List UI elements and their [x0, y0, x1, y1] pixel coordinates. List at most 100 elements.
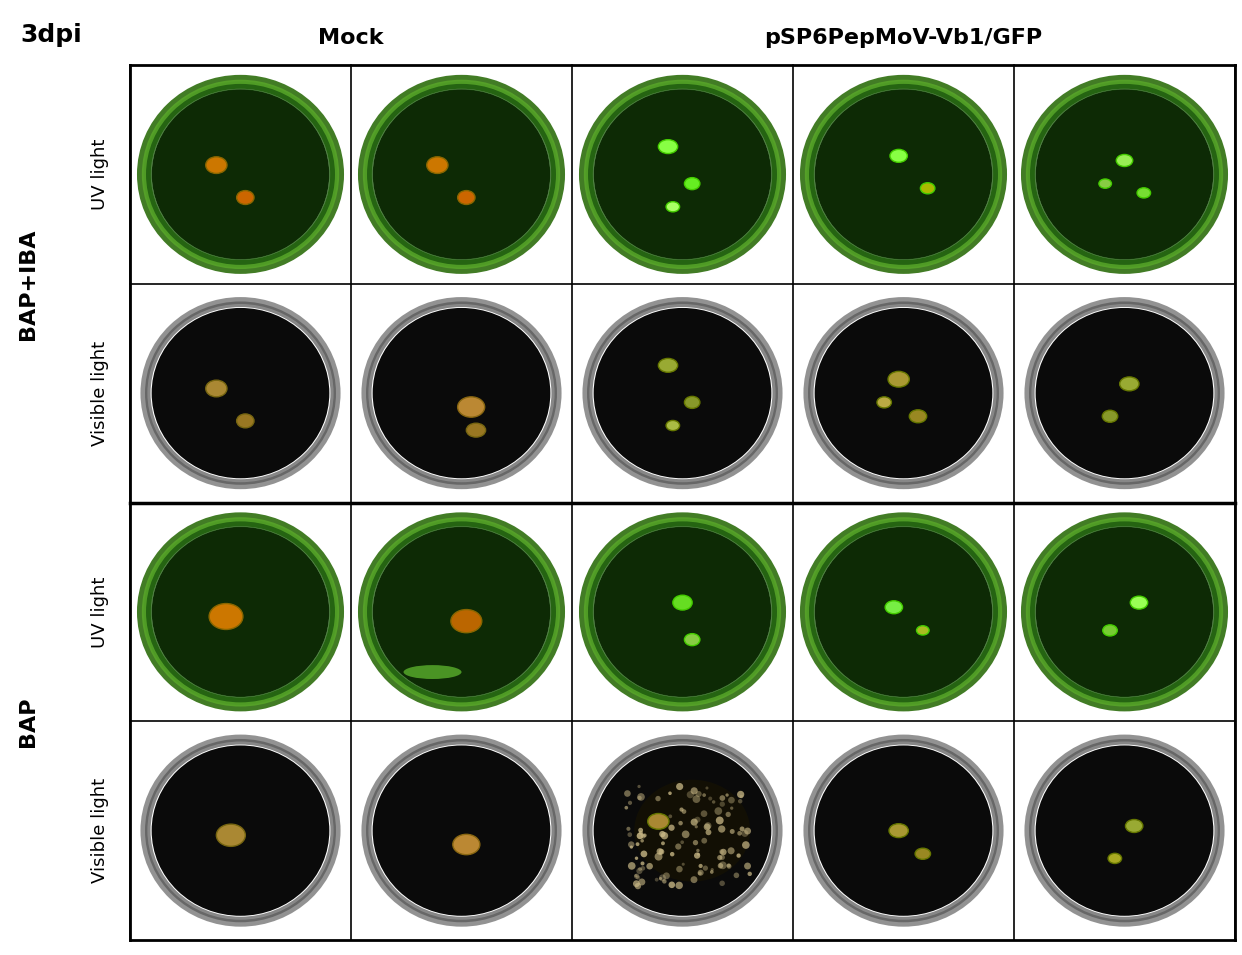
Ellipse shape	[815, 89, 992, 260]
Circle shape	[661, 841, 664, 845]
Circle shape	[700, 811, 708, 817]
Circle shape	[727, 864, 732, 869]
Circle shape	[697, 853, 700, 856]
Ellipse shape	[152, 308, 329, 478]
Ellipse shape	[466, 423, 486, 437]
Circle shape	[708, 796, 712, 800]
Circle shape	[698, 871, 702, 876]
Circle shape	[636, 868, 642, 874]
Circle shape	[730, 807, 733, 810]
Ellipse shape	[1036, 746, 1213, 916]
Text: BAP: BAP	[17, 696, 39, 747]
Circle shape	[718, 825, 725, 833]
Circle shape	[740, 826, 744, 832]
Text: BAP+IBA: BAP+IBA	[17, 228, 39, 339]
Ellipse shape	[815, 527, 992, 697]
Ellipse shape	[1130, 596, 1148, 609]
Ellipse shape	[658, 358, 678, 372]
Circle shape	[687, 791, 694, 798]
Circle shape	[668, 824, 674, 831]
Ellipse shape	[1103, 625, 1118, 636]
Circle shape	[668, 881, 676, 888]
Ellipse shape	[594, 89, 771, 260]
Circle shape	[694, 853, 700, 859]
Text: UV light: UV light	[91, 138, 109, 210]
Circle shape	[663, 873, 669, 880]
Circle shape	[691, 877, 698, 883]
Ellipse shape	[373, 89, 550, 260]
Circle shape	[702, 794, 705, 797]
Circle shape	[637, 793, 645, 800]
Ellipse shape	[404, 665, 462, 679]
Circle shape	[727, 863, 730, 867]
Circle shape	[661, 832, 668, 839]
Ellipse shape	[815, 746, 992, 916]
Circle shape	[693, 840, 698, 845]
Circle shape	[663, 819, 668, 825]
Circle shape	[681, 840, 684, 844]
Circle shape	[682, 809, 687, 814]
Circle shape	[678, 821, 683, 825]
Circle shape	[702, 838, 707, 843]
Circle shape	[737, 854, 740, 858]
Ellipse shape	[373, 527, 550, 697]
Circle shape	[714, 807, 722, 815]
Ellipse shape	[594, 308, 771, 478]
Ellipse shape	[889, 823, 908, 838]
Ellipse shape	[1036, 89, 1213, 260]
Circle shape	[679, 808, 683, 812]
Ellipse shape	[1125, 819, 1143, 833]
Circle shape	[694, 825, 698, 828]
Circle shape	[691, 787, 698, 795]
Ellipse shape	[920, 182, 935, 194]
Circle shape	[717, 855, 723, 860]
Circle shape	[641, 834, 646, 838]
Text: UV light: UV light	[91, 576, 109, 647]
Circle shape	[637, 833, 643, 839]
Ellipse shape	[427, 157, 448, 174]
Circle shape	[741, 830, 749, 837]
Circle shape	[638, 867, 642, 871]
Text: pSP6PepMoV-Vb1/GFP: pSP6PepMoV-Vb1/GFP	[764, 28, 1042, 48]
Circle shape	[676, 843, 682, 850]
Circle shape	[682, 831, 689, 838]
Circle shape	[718, 863, 723, 868]
Circle shape	[710, 870, 714, 874]
Ellipse shape	[373, 308, 550, 478]
Ellipse shape	[917, 626, 929, 635]
Circle shape	[748, 872, 751, 876]
Circle shape	[744, 828, 751, 835]
Circle shape	[694, 817, 700, 822]
Ellipse shape	[152, 527, 329, 697]
Circle shape	[719, 801, 725, 807]
Circle shape	[635, 857, 638, 860]
Circle shape	[638, 831, 643, 835]
Circle shape	[641, 866, 645, 871]
Circle shape	[737, 791, 744, 798]
Circle shape	[660, 831, 666, 838]
Ellipse shape	[886, 601, 903, 614]
Circle shape	[668, 815, 672, 818]
Ellipse shape	[206, 157, 227, 174]
Ellipse shape	[648, 814, 669, 829]
Ellipse shape	[457, 397, 484, 417]
Circle shape	[719, 855, 725, 860]
Ellipse shape	[877, 397, 892, 408]
Circle shape	[676, 783, 683, 790]
Ellipse shape	[1138, 188, 1150, 198]
Ellipse shape	[684, 396, 700, 409]
Ellipse shape	[453, 835, 479, 855]
Ellipse shape	[684, 178, 700, 190]
Circle shape	[660, 877, 662, 881]
Circle shape	[712, 800, 715, 804]
Circle shape	[691, 818, 698, 826]
Circle shape	[719, 881, 725, 886]
Circle shape	[738, 831, 741, 836]
Circle shape	[693, 796, 700, 803]
Text: Visible light: Visible light	[91, 778, 109, 883]
Ellipse shape	[457, 191, 474, 204]
Circle shape	[676, 881, 683, 889]
Circle shape	[715, 817, 724, 824]
Ellipse shape	[594, 746, 771, 916]
Circle shape	[738, 799, 743, 803]
